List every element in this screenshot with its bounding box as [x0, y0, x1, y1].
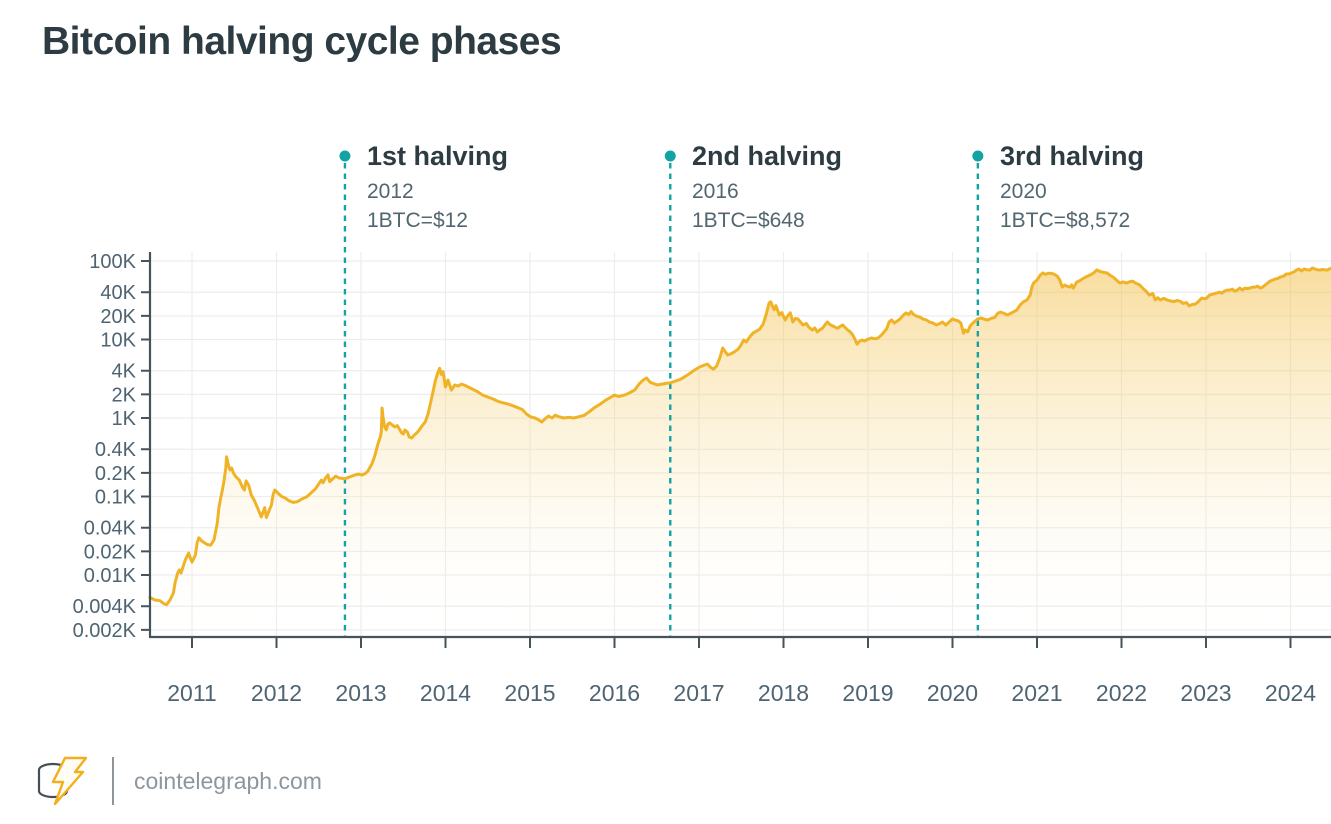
- y-axis-label: 10K: [100, 330, 136, 352]
- cointelegraph-logo: [37, 756, 88, 806]
- y-axis-label: 0.04K: [84, 518, 137, 540]
- x-axis-label: 2014: [420, 680, 471, 706]
- y-axis-label: 0.4K: [95, 439, 137, 461]
- x-axis-label: 2017: [673, 680, 724, 706]
- x-axis-label: 2019: [842, 680, 893, 706]
- y-axis-label: 0.002K: [73, 620, 137, 642]
- halving-year: 2016: [692, 180, 739, 204]
- x-axis-label: 2018: [758, 680, 809, 706]
- halving-price: 1BTC=$12: [367, 209, 468, 233]
- halving-label: 2nd halving: [692, 141, 843, 171]
- y-axis-label: 0.1K: [95, 487, 137, 509]
- y-axis-label: 4K: [112, 361, 137, 383]
- x-axis-label: 2012: [251, 680, 302, 706]
- annotation-2nd-halving: 2nd halving 2016 1BTC=$648: [692, 141, 952, 233]
- page-title: Bitcoin halving cycle phases: [42, 20, 562, 63]
- halving-dot-icon: [339, 150, 351, 162]
- price-area: [149, 268, 1331, 636]
- x-axis-label: 2011: [167, 680, 216, 706]
- price-line: [148, 266, 1331, 607]
- x-axis-label: 2016: [589, 680, 640, 706]
- x-axis-label: 2023: [1180, 680, 1231, 706]
- halving-label: 3rd halving: [1000, 141, 1145, 171]
- halving-label: 1st halving: [367, 141, 509, 171]
- y-axis-label: 20K: [100, 306, 136, 328]
- halving-year: 2012: [367, 180, 414, 204]
- annotation-3rd-halving: 3rd halving 2020 1BTC=$8,572: [1000, 141, 1260, 233]
- x-axis-label: 2015: [504, 680, 555, 706]
- y-axis-label: 1K: [112, 408, 137, 430]
- y-axis-label: 0.2K: [95, 463, 137, 485]
- halving-dot-icon: [972, 150, 984, 162]
- y-axis-label: 0.01K: [84, 565, 137, 587]
- x-axis-label: 2022: [1096, 680, 1147, 706]
- y-axis-label: 40K: [100, 282, 136, 304]
- footer-site-text: cointelegraph.com: [134, 767, 322, 794]
- x-axis-label: 2013: [335, 680, 386, 706]
- halving-dot-icon: [664, 150, 676, 162]
- halving-price: 1BTC=$8,572: [1000, 209, 1131, 233]
- x-axis-label: 2024: [1265, 680, 1316, 706]
- annotation-1st-halving: 1st halving 2012 1BTC=$12: [367, 141, 627, 233]
- x-axis-label: 2021: [1011, 680, 1062, 706]
- footer: cointelegraph.com: [36, 752, 322, 810]
- halving-year: 2020: [1000, 180, 1047, 204]
- y-axis-label: 0.004K: [73, 596, 137, 618]
- lightning-bolt-icon: [51, 756, 88, 806]
- x-axis-label: 2020: [927, 680, 978, 706]
- y-axis-label: 100K: [89, 251, 136, 273]
- y-axis-label: 0.02K: [84, 541, 137, 563]
- y-axis-label: 2K: [112, 384, 137, 406]
- halving-price: 1BTC=$648: [692, 209, 805, 233]
- footer-divider: [112, 757, 114, 805]
